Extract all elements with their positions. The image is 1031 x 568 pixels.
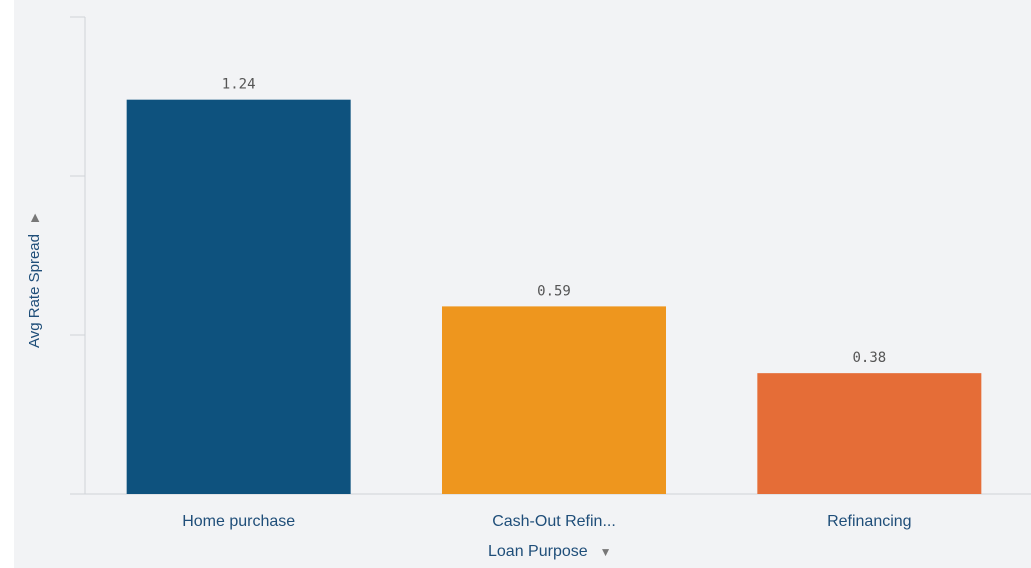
bar-3 bbox=[757, 373, 982, 494]
y-axis-title-wrap[interactable]: Avg Rate Spread ▶ bbox=[26, 188, 46, 348]
y-axis-title-text: Avg Rate Spread bbox=[26, 234, 43, 348]
caret-right-icon[interactable]: ▶ bbox=[29, 213, 41, 223]
value-label-2: 0.59 bbox=[537, 283, 571, 299]
x-axis-title-text: Loan Purpose bbox=[488, 543, 588, 560]
labels-group: 1.24 Home purchase 0.59 Cash-Out Refin... 0.… bbox=[182, 77, 911, 530]
caret-down-icon[interactable]: ▼ bbox=[599, 545, 612, 559]
value-label-3: 0.38 bbox=[852, 350, 886, 366]
category-label-2: Cash-Out Refin... bbox=[492, 513, 616, 530]
category-label-1: Home purchase bbox=[182, 513, 295, 530]
bar-1 bbox=[126, 99, 351, 495]
y-axis-title[interactable]: Avg Rate Spread ▶ bbox=[26, 214, 43, 348]
x-axis-title[interactable]: Loan Purpose ▼ bbox=[488, 543, 612, 561]
value-label-1: 1.24 bbox=[222, 77, 256, 93]
bar-2 bbox=[442, 306, 666, 494]
bars-group bbox=[126, 99, 982, 495]
category-label-3: Refinancing bbox=[827, 513, 912, 530]
